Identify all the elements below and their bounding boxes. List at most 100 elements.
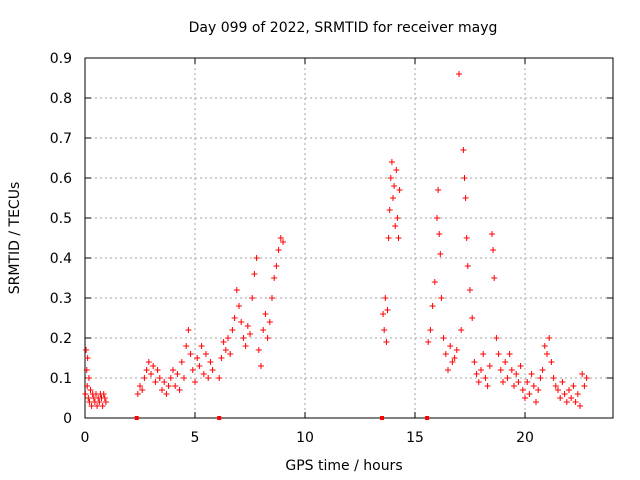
data-point — [205, 375, 212, 381]
data-point — [161, 379, 168, 385]
data-point — [269, 295, 275, 301]
data-point — [544, 351, 550, 357]
data-point — [471, 359, 478, 365]
x-axis-label: GPS time / hours — [285, 458, 402, 474]
data-point — [85, 395, 92, 401]
data-point — [581, 383, 588, 389]
data-point — [513, 371, 520, 377]
data-point — [229, 327, 236, 333]
data-point — [101, 395, 108, 401]
x-tick-label: 0 — [81, 430, 90, 446]
data-point — [480, 351, 487, 357]
data-point — [258, 363, 264, 369]
data-point — [440, 335, 447, 341]
data-point — [163, 391, 170, 397]
data-point — [82, 391, 89, 397]
data-point — [429, 303, 436, 309]
data-point — [255, 347, 262, 353]
data-point — [506, 351, 513, 357]
data-point — [478, 367, 484, 373]
data-point — [570, 383, 577, 389]
data-point — [384, 307, 391, 313]
data-point — [461, 175, 468, 181]
data-point — [392, 223, 399, 229]
data-point — [143, 367, 150, 373]
data-point — [170, 367, 176, 373]
data-point — [247, 331, 253, 337]
data-point — [280, 239, 286, 245]
data-point — [154, 367, 161, 373]
data-point — [522, 395, 528, 401]
data-point — [167, 375, 174, 381]
data-point — [555, 387, 561, 393]
data-point — [489, 231, 495, 237]
data-point — [391, 183, 398, 189]
data-point — [225, 335, 231, 341]
data-point — [174, 371, 181, 377]
data-point — [260, 327, 267, 333]
data-point — [497, 367, 504, 373]
x-tick-label: 5 — [191, 430, 200, 446]
data-point — [535, 387, 542, 393]
data-point — [141, 375, 148, 381]
data-point — [251, 271, 258, 277]
data-point — [189, 367, 196, 373]
y-tick-label: 0.9 — [50, 51, 72, 67]
data-point — [464, 263, 471, 269]
data-point — [137, 383, 143, 389]
x-tick-label: 20 — [516, 430, 534, 446]
data-point — [385, 235, 392, 241]
data-point — [165, 383, 172, 389]
data-point — [83, 347, 90, 353]
data-point — [530, 383, 537, 389]
data-point — [572, 399, 579, 405]
data-point — [388, 159, 395, 165]
data-point — [233, 287, 240, 293]
data-point — [566, 387, 572, 393]
data-point — [462, 195, 469, 201]
data-point — [240, 335, 247, 341]
data-point — [456, 71, 462, 77]
data-point — [152, 379, 159, 385]
data-point — [187, 351, 194, 357]
data-point — [178, 359, 185, 365]
x-tick-label: 15 — [406, 430, 424, 446]
data-point — [495, 351, 502, 357]
data-point — [533, 399, 539, 405]
data-point — [134, 416, 139, 420]
data-point — [207, 359, 214, 365]
plot-frame — [84, 57, 614, 419]
data-point — [387, 175, 394, 181]
data-point — [96, 399, 103, 405]
x-tick-label: 10 — [296, 430, 314, 446]
data-point — [231, 315, 238, 321]
data-point — [508, 367, 515, 373]
data-point — [437, 251, 444, 257]
data-point — [99, 403, 106, 409]
y-tick-label: 0.2 — [50, 331, 72, 347]
data-point — [271, 275, 278, 281]
y-tick-label: 0.1 — [50, 371, 72, 387]
data-point — [227, 351, 234, 357]
data-point — [87, 387, 94, 393]
data-point — [486, 363, 493, 369]
data-point — [203, 351, 209, 357]
data-point — [435, 187, 442, 193]
y-tick-label: 0.7 — [50, 131, 72, 147]
data-point — [277, 235, 284, 241]
data-point — [445, 367, 451, 373]
data-point — [504, 375, 511, 381]
data-point — [176, 387, 183, 393]
data-point — [216, 375, 223, 381]
data-point — [511, 383, 517, 389]
data-point — [200, 371, 207, 377]
data-point — [220, 339, 227, 345]
y-tick-label: 0 — [63, 411, 72, 427]
data-point — [222, 347, 229, 353]
data-point — [273, 263, 280, 269]
data-point — [183, 343, 190, 349]
data-point — [425, 339, 432, 345]
data-point — [431, 279, 438, 285]
data-point — [517, 363, 524, 369]
data-point — [85, 375, 92, 381]
